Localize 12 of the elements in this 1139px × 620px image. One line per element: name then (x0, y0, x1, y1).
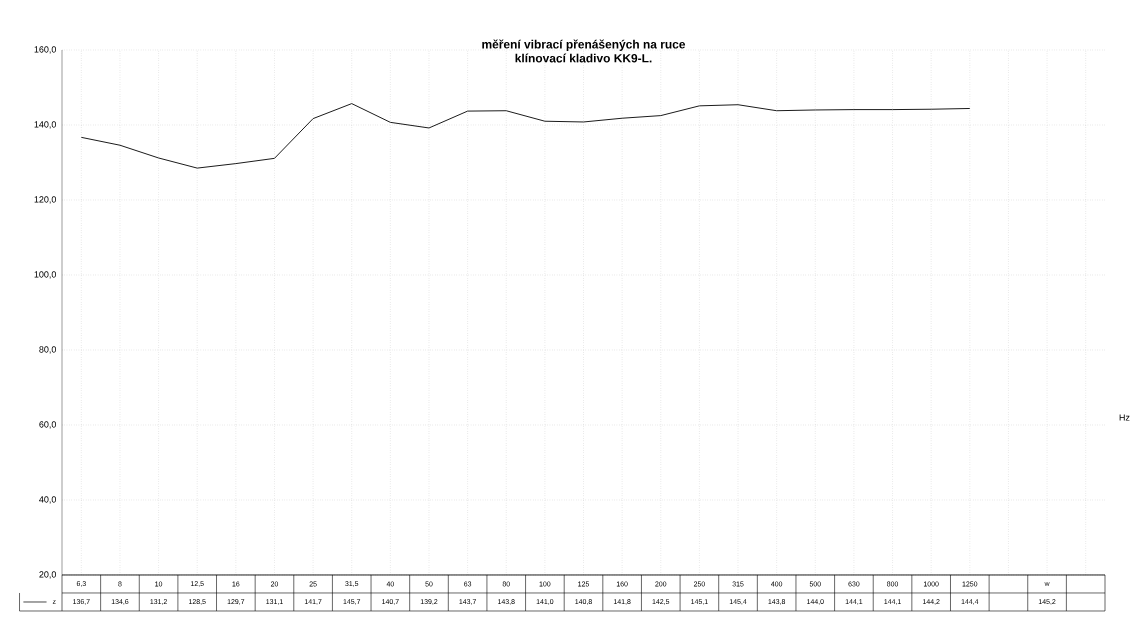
y-tick-label: 80,0 (39, 346, 57, 354)
y-tick-label: 60,0 (39, 421, 57, 429)
y-tick-label: 20,0 (39, 571, 57, 579)
y-tick-label: 160,0 (34, 46, 57, 54)
x-axis-title: Hz (1119, 414, 1130, 421)
y-tick-label: 40,0 (39, 496, 57, 504)
y-tick-label: 100,0 (34, 271, 57, 279)
y-tick-label: 120,0 (34, 196, 57, 204)
chart-subtitle: klínovací kladivo KK9-L. (515, 53, 652, 63)
y-tick-label: 140,0 (34, 121, 57, 129)
line-series (80, 103, 971, 169)
chart-title: měření vibrací přenášených na ruce (482, 39, 686, 51)
